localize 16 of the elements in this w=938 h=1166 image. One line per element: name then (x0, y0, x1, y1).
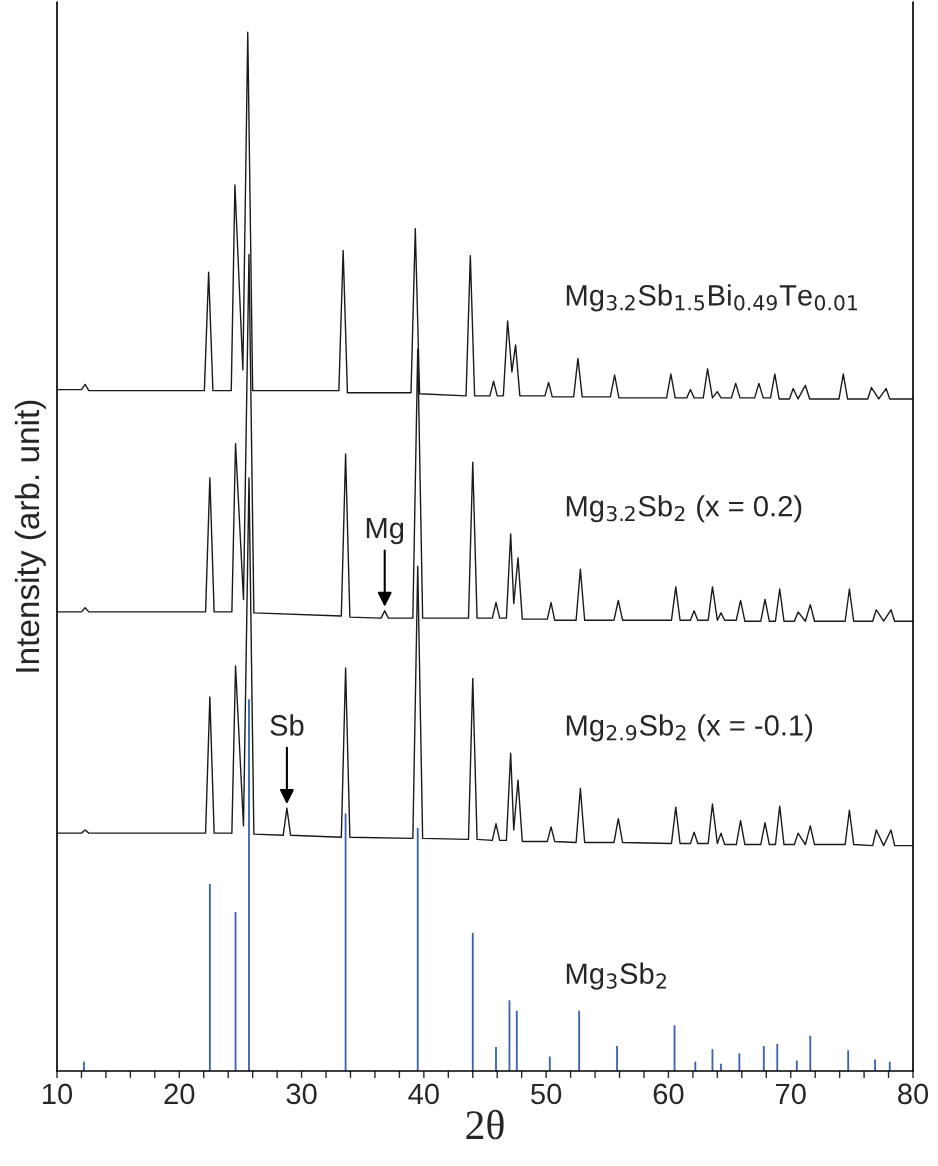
x-tick-label: 70 (775, 1083, 806, 1105)
x-tick-label: 50 (531, 1083, 562, 1105)
series-label: Mg$_{3.2}$Sb$_{2}$ (x = 0.2) (566, 495, 802, 523)
x-tick-label: 60 (653, 1083, 684, 1105)
x-tick-label: 30 (286, 1083, 317, 1105)
series-label: Mg$_{3.2}$Sb$_{1.5}$Bi$_{0.49}$Te$_{0.01}$ (566, 284, 858, 312)
x-axis-title: 2θ (466, 1109, 504, 1140)
series-label: Mg$_{3}$Sb$_{2}$ (566, 962, 666, 990)
x-tick-label: 80 (898, 1083, 929, 1105)
y-axis-title: Intensity (arb. unit) (14, 400, 46, 672)
x-tick-label: 10 (43, 1083, 73, 1105)
annotation: Mg (366, 518, 404, 545)
annotation: Sb (270, 714, 304, 736)
series-label: Mg$_{2.9}$Sb$_{2}$ (x = -0.1) (566, 714, 813, 742)
x-tick-label: 40 (408, 1083, 439, 1105)
x-tick-label: 20 (164, 1083, 195, 1105)
